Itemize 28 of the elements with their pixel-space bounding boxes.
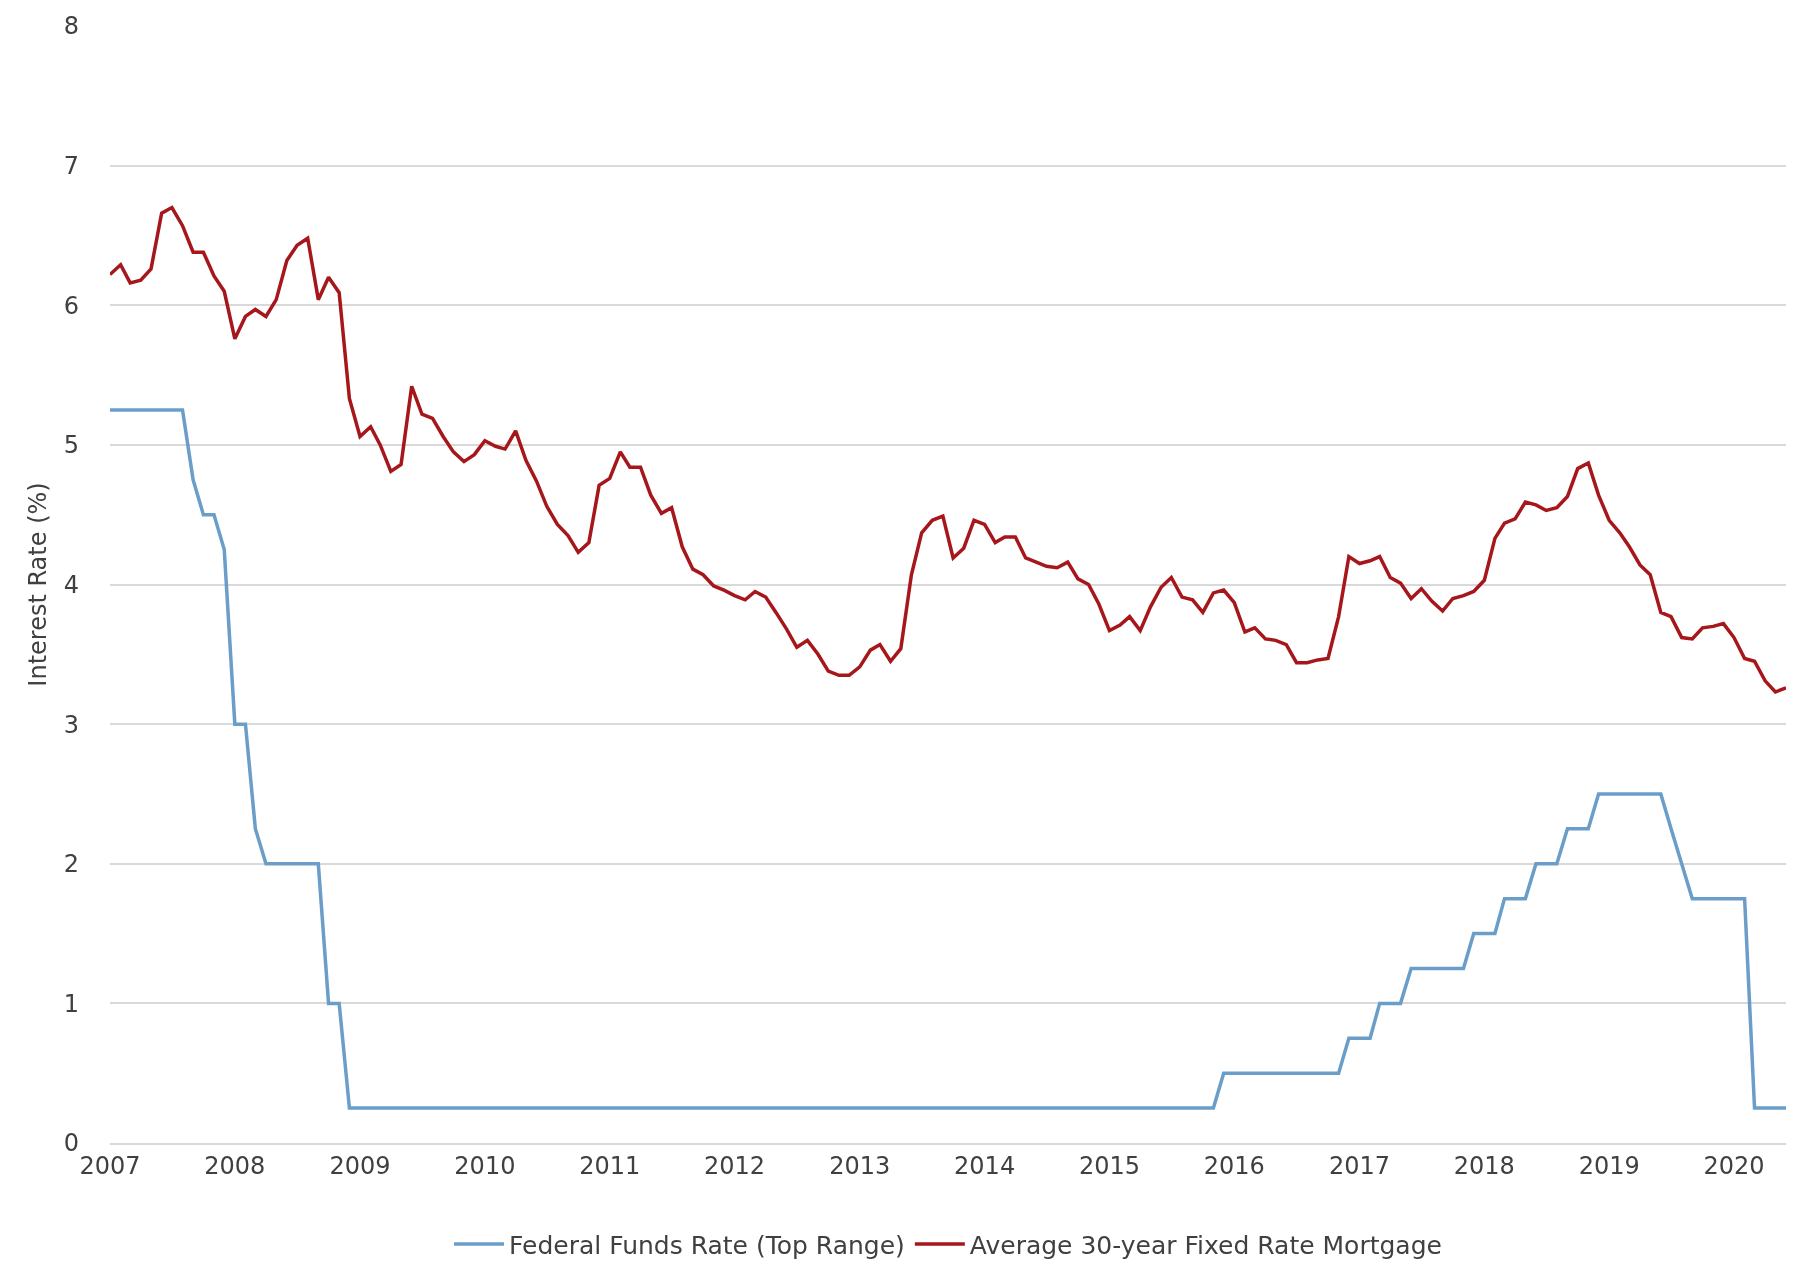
y-tick-label: 3 <box>63 710 79 739</box>
x-tick-label: 2011 <box>579 1151 641 1180</box>
y-tick-label: 5 <box>63 431 79 460</box>
y-tick-label: 1 <box>63 989 79 1018</box>
x-tick-label: 2010 <box>454 1151 516 1180</box>
y-tick-label: 4 <box>63 570 79 599</box>
legend-label: Federal Funds Rate (Top Range) <box>509 1230 905 1260</box>
x-tick-label: 2009 <box>329 1151 391 1180</box>
x-tick-label: 2013 <box>829 1151 891 1180</box>
x-tick-label: 2015 <box>1078 1151 1140 1180</box>
y-tick-label: 7 <box>63 152 79 181</box>
x-tick-label: 2016 <box>1203 1151 1265 1180</box>
x-tick-label: 2017 <box>1328 1151 1391 1180</box>
x-tick-label: 2020 <box>1703 1151 1765 1180</box>
y-tick-label: 6 <box>63 291 79 320</box>
y-axis-title: Interest Rate (%) <box>23 482 52 687</box>
y-tick-label: 8 <box>63 12 79 41</box>
x-tick-label: 2018 <box>1453 1151 1515 1180</box>
line-series <box>110 205 1786 694</box>
x-tick-label: 2019 <box>1578 1151 1640 1180</box>
legend-label: Average 30-year Fixed Rate Mortgage <box>969 1230 1442 1260</box>
x-tick-label: 2008 <box>204 1151 266 1180</box>
line-series <box>110 408 1786 1110</box>
x-tick-label: 2014 <box>954 1151 1016 1180</box>
x-tick-label: 2012 <box>704 1151 766 1180</box>
y-tick-label: 0 <box>63 1129 79 1158</box>
y-tick-label: 2 <box>63 850 79 879</box>
x-tick-label: 2007 <box>79 1151 141 1180</box>
